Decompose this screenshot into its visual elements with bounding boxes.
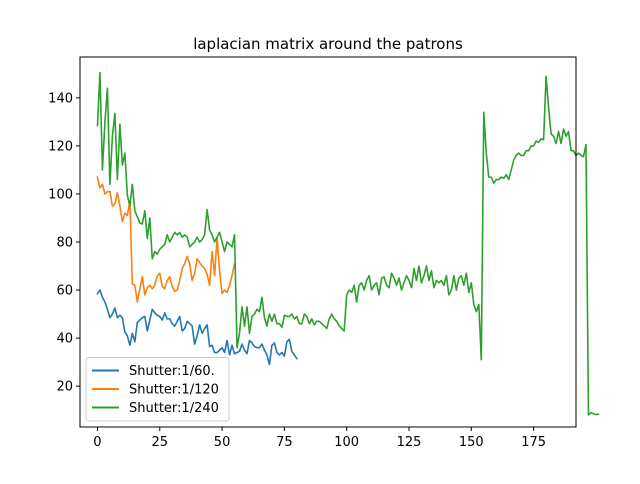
y-axis: 20 40 60 80 100 120 140 <box>48 91 80 395</box>
series-line-3 <box>96 71 600 416</box>
y-tick-label: 60 <box>56 284 73 299</box>
x-tick-label: 175 <box>521 435 546 450</box>
x-tick-label: 125 <box>397 435 422 450</box>
legend-label-1: Shutter:1/60. <box>129 364 215 379</box>
x-tick-label: 0 <box>93 435 101 450</box>
y-tick-label: 140 <box>48 91 73 106</box>
x-tick-label: 100 <box>334 435 359 450</box>
series-line-2 <box>96 176 236 303</box>
series-line-1 <box>96 289 298 366</box>
y-tick-label: 100 <box>48 187 73 202</box>
chart-title: laplacian matrix around the patrons <box>193 35 463 53</box>
x-tick-label: 150 <box>459 435 484 450</box>
x-tick-label: 50 <box>214 435 231 450</box>
y-tick-label: 20 <box>56 380 73 395</box>
y-tick-label: 80 <box>56 236 73 251</box>
legend-label-2: Shutter:1/120 <box>129 383 219 398</box>
series-layer <box>96 71 600 416</box>
x-axis: 0 25 50 75 100 125 150 175 <box>93 427 546 450</box>
legend-box <box>85 357 230 422</box>
x-tick-label: 75 <box>276 435 293 450</box>
legend-label-3: Shutter:1/240 <box>129 401 219 416</box>
y-tick-label: 40 <box>56 332 73 347</box>
y-tick-label: 120 <box>48 139 73 154</box>
x-tick-label: 25 <box>151 435 168 450</box>
legend: Shutter:1/60. Shutter:1/120 Shutter:1/240 <box>85 357 230 422</box>
